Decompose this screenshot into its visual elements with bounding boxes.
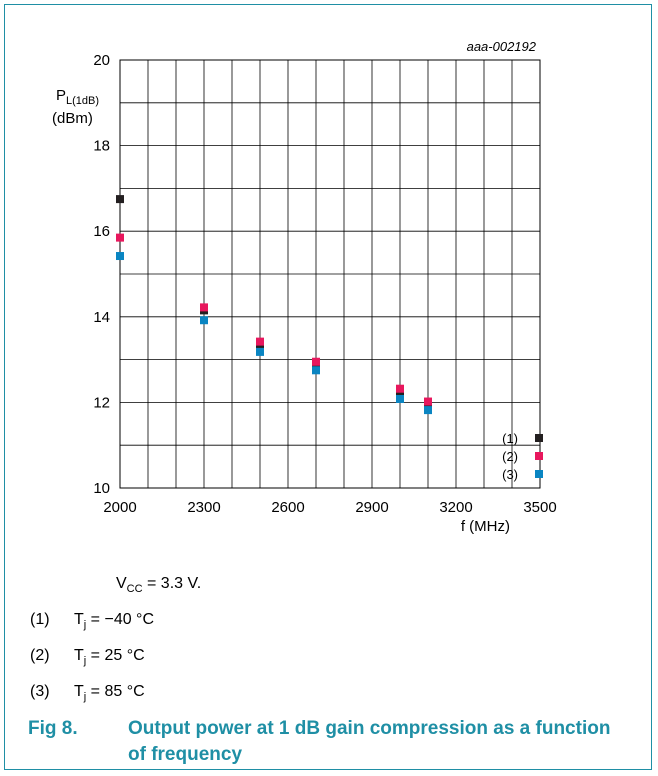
data-points: [116, 195, 432, 415]
note-item: (1) Tj = −40 °C: [30, 611, 155, 632]
x-tick-label: 3500: [523, 499, 556, 516]
chart: 2000 2300 2600 2900 3200 3500 20 18 16 14 12 10 (1)…: [52, 39, 557, 535]
legend-marker: [535, 434, 543, 442]
x-tick-label: 3200: [439, 499, 472, 516]
vcc-note: VCC = 3.3 V.: [116, 575, 202, 596]
legend-label: (1): [502, 431, 518, 446]
legend-marker: [535, 452, 543, 460]
legend-label: (3): [502, 467, 518, 482]
x-tick-label: 2600: [271, 499, 304, 516]
x-tick-label: 2300: [187, 499, 220, 516]
data-point: [256, 347, 264, 356]
plot-area-border: [119, 59, 541, 489]
chart-grid: [120, 60, 540, 488]
data-point: [396, 394, 404, 403]
note-item: (3) Tj = 85 °C: [30, 683, 145, 704]
y-tick-label: 10: [93, 480, 110, 497]
data-point: [116, 233, 124, 242]
data-point: [200, 303, 208, 312]
data-point: [200, 316, 208, 325]
x-axis-label: f (MHz): [461, 518, 510, 535]
data-point: [424, 397, 432, 406]
y-axis-unit: (dBm): [52, 110, 93, 127]
x-tick-label: 2000: [103, 499, 136, 516]
data-point: [116, 195, 124, 204]
data-point: [256, 337, 264, 346]
legend-marker: [535, 470, 543, 478]
data-point: [116, 252, 124, 261]
y-tick-label: 14: [93, 309, 110, 326]
caption-text: Output power at 1 dB gain compression as…: [128, 718, 611, 765]
y-tick-label: 12: [93, 394, 110, 411]
data-point: [312, 357, 320, 366]
data-point: [396, 384, 404, 393]
note-item: (2) Tj = 25 °C: [30, 647, 145, 668]
y-tick-label: 20: [93, 52, 110, 69]
y-tick-label: 18: [93, 138, 110, 155]
data-point: [424, 406, 432, 415]
data-point: [312, 362, 320, 371]
legend-label: (2): [502, 449, 518, 464]
y-axis-label: PL(1dB): [56, 87, 99, 107]
figure-frame: [4, 4, 652, 770]
legend: (1) (2) (3): [502, 431, 543, 482]
data-point: [312, 366, 320, 375]
tick-labels: 2000 2300 2600 2900 3200 3500 20 18 16 14 12 10: [93, 52, 556, 516]
figure-id: aaa-002192: [467, 39, 537, 54]
figure-number: Fig 8.: [28, 718, 78, 739]
x-tick-label: 2900: [355, 499, 388, 516]
y-tick-label: 16: [93, 223, 110, 240]
